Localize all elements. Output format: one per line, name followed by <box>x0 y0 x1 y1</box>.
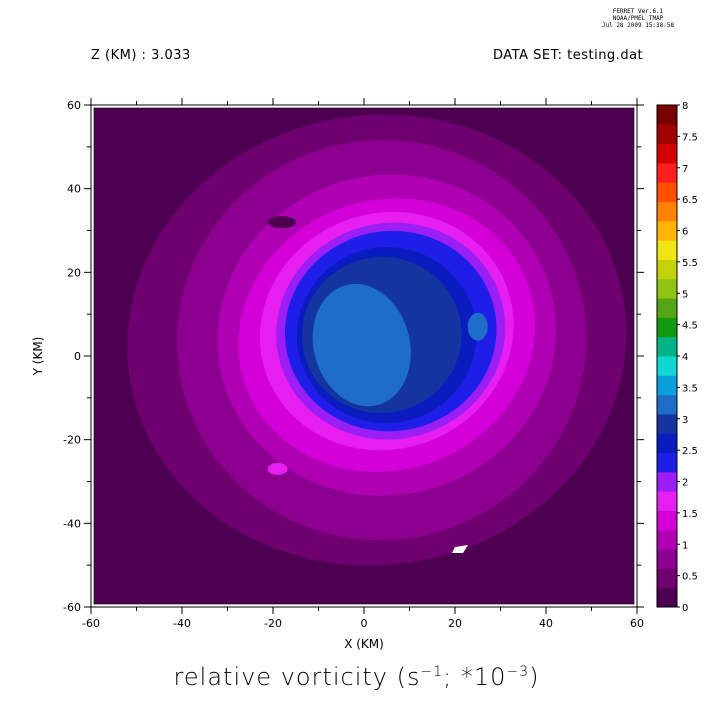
x-tick-label: 0 <box>361 617 368 630</box>
y-tick-label: 0 <box>74 350 81 363</box>
title-suffix: ) <box>529 663 540 691</box>
colorbar-label: 0.5 <box>682 572 698 583</box>
colorbar-swatch <box>657 549 677 569</box>
colorbar-label: 3.5 <box>682 383 698 394</box>
x-axis: -60 -40 -20 0 20 40 60 <box>82 98 644 630</box>
colorbar-swatch <box>657 413 677 434</box>
colorbar-swatch <box>657 375 677 396</box>
x-tick-label: 40 <box>539 617 553 630</box>
colorbar-swatch <box>657 529 677 550</box>
colorbar-swatch <box>657 182 677 203</box>
title-exponent-2: −3 <box>506 664 530 680</box>
colorbar-swatch <box>657 124 677 145</box>
colorbar-swatch <box>657 240 677 260</box>
colorbar-swatch <box>657 220 677 241</box>
colorbar-label: 1.5 <box>682 509 698 520</box>
colorbar-label: 6.5 <box>682 195 698 206</box>
chart-title: relative vorticity (s−1; *10−3) <box>0 663 713 691</box>
x-tick-label: -60 <box>82 617 100 630</box>
colorbar-swatch <box>657 317 677 338</box>
colorbar-label: 2 <box>682 478 688 489</box>
colorbar-label: 7 <box>682 164 688 175</box>
colorbar-label: 0 <box>682 603 688 614</box>
title-exponent-1: −1 <box>420 664 444 680</box>
colorbar: 0 0.5 1 1.5 2 2.5 3 3.5 4 4.5 5 5.5 6 6.5 7 7.5 8 <box>656 101 698 614</box>
colorbar-swatch <box>657 298 677 318</box>
x-tick-label: 20 <box>448 617 462 630</box>
colorbar-swatch <box>657 105 677 125</box>
colorbar-swatch <box>657 491 677 511</box>
z-level-label: Z (KM) : 3.033 <box>91 48 191 63</box>
colorbar-swatch <box>657 510 677 531</box>
x-tick-label: -40 <box>173 617 191 630</box>
colorbar-label: 4 <box>682 352 688 363</box>
ferret-version: FERRET Ver.6.1 <box>612 8 664 15</box>
colorbar-swatch <box>657 568 677 589</box>
contour-field <box>94 108 634 604</box>
title-prefix: relative vorticity (s <box>173 663 421 691</box>
y-tick-label: 40 <box>67 183 81 196</box>
colorbar-label: 1 <box>682 540 688 551</box>
x-axis-label: X (KM) <box>344 637 384 651</box>
ferret-org: NOAA/PMEL TMAP <box>612 15 664 22</box>
colorbar-swatch <box>657 143 677 164</box>
y-axis: -60 -40 -20 0 20 40 60 <box>63 99 644 614</box>
colorbar-swatch <box>657 452 677 473</box>
colorbar-label: 4.5 <box>682 321 698 332</box>
vorticity-peak-marker <box>452 545 468 553</box>
colorbar-swatch <box>657 394 677 415</box>
colorbar-label: 3 <box>682 415 688 426</box>
secondary-core <box>467 312 488 341</box>
colorbar-label: 6 <box>682 227 688 238</box>
x-tick-label: 60 <box>630 617 644 630</box>
title-middle: ; *10 <box>443 663 507 691</box>
colorbar-label: 8 <box>682 101 688 112</box>
colorbar-swatch <box>657 162 677 183</box>
y-tick-label: 20 <box>67 266 81 279</box>
contour-core <box>312 283 411 407</box>
colorbar-label: 7.5 <box>682 132 698 143</box>
x-tick-label: -20 <box>264 617 282 630</box>
y-tick-label: -40 <box>63 517 81 530</box>
y-tick-label: 60 <box>67 99 81 112</box>
y-tick-label: -20 <box>63 434 81 447</box>
colorbar-label: 2.5 <box>682 446 698 457</box>
colorbar-swatch <box>657 433 677 454</box>
trough-feature <box>268 216 297 229</box>
ferret-stamp: FERRET Ver.6.1 NOAA/PMEL TMAP Jul 28 200… <box>598 8 678 29</box>
colorbar-swatch <box>657 201 677 222</box>
y-tick-label: -60 <box>63 601 81 614</box>
colorbar-swatch <box>657 278 677 299</box>
colorbar-swatch <box>657 471 677 492</box>
y-axis-label: Y (KM) <box>31 337 45 377</box>
colorbar-label: 5 <box>682 289 688 300</box>
colorbar-label: 5.5 <box>682 258 698 269</box>
plot-frame-inner <box>93 107 635 605</box>
dataset-label: DATA SET: testing.dat <box>493 48 644 63</box>
ferret-timestamp: Jul 28 2009 15:38:58 <box>601 22 675 29</box>
band-blob <box>267 462 288 475</box>
colorbar-swatch <box>657 259 677 280</box>
colorbar-swatch <box>657 336 677 357</box>
colorbar-swatch <box>657 587 677 608</box>
colorbar-swatch <box>657 356 677 376</box>
